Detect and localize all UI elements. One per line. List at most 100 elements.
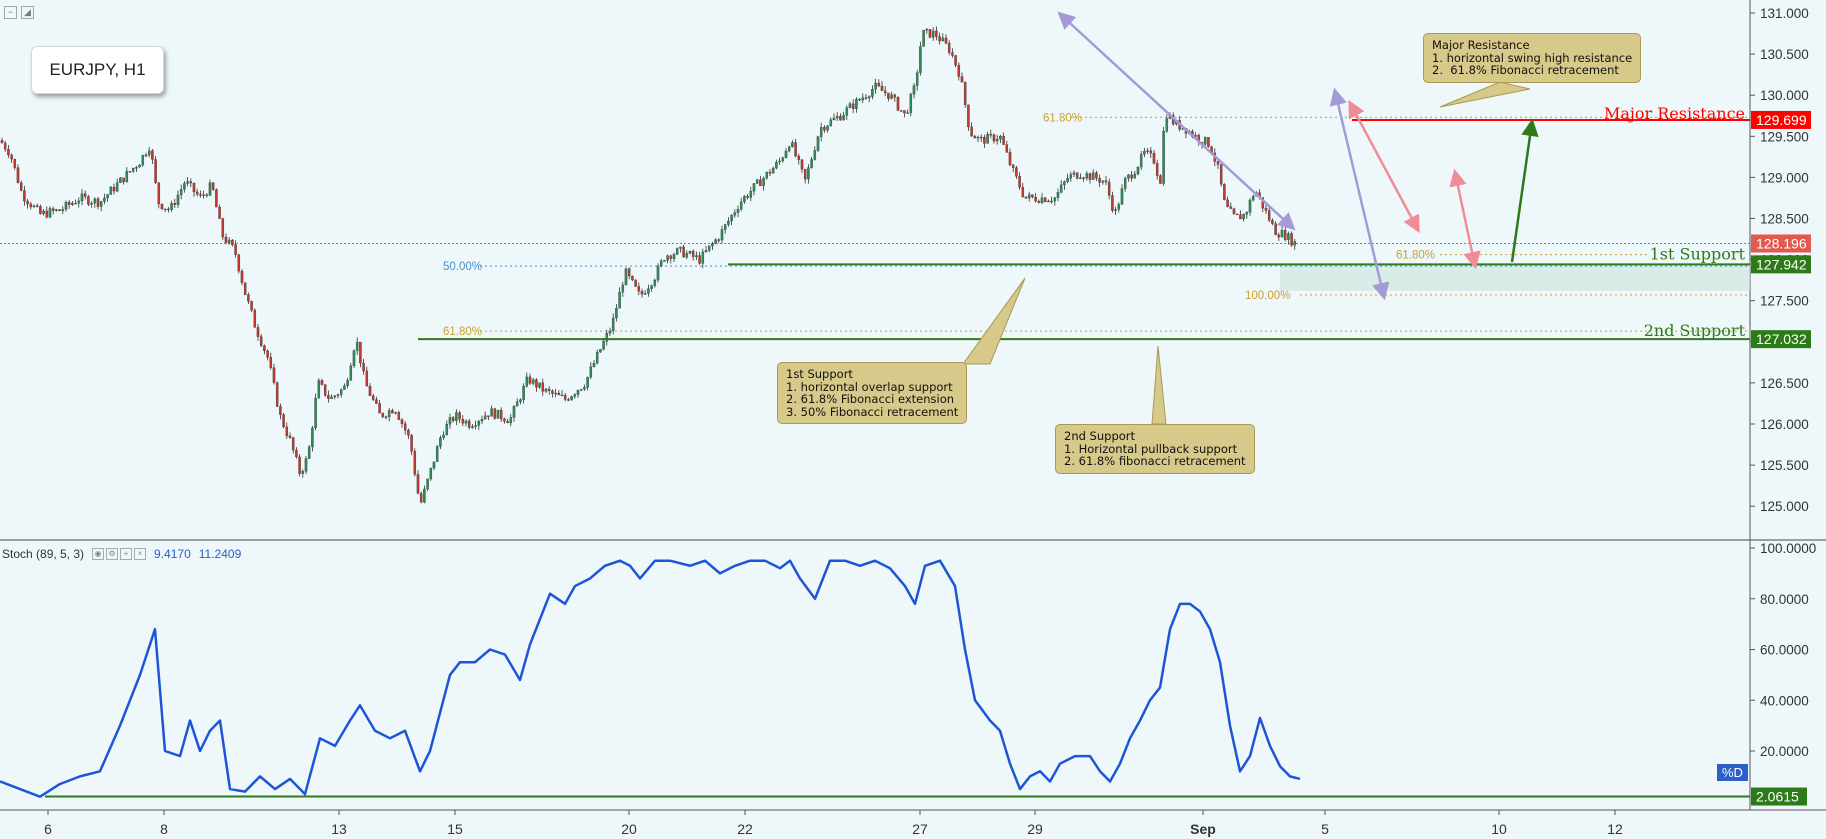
candle-body	[10, 154, 13, 160]
candle-body	[1101, 180, 1105, 183]
candle-body	[352, 350, 356, 367]
candle-body	[845, 107, 849, 116]
candle-body	[551, 390, 554, 394]
candle-body	[992, 134, 996, 142]
candle-body	[925, 29, 929, 31]
candle-body	[240, 270, 244, 283]
candle-body	[778, 160, 781, 163]
candle-body	[26, 200, 29, 205]
candle-body	[211, 182, 215, 190]
candle-body	[1021, 187, 1025, 197]
candle-body	[477, 420, 481, 426]
candle-body	[1290, 233, 1293, 246]
time-tick-label: 8	[160, 821, 168, 837]
candle-body	[1037, 200, 1041, 203]
candle-body	[323, 384, 327, 396]
candle-body	[403, 423, 407, 431]
candle-body	[899, 110, 903, 112]
candle-body	[160, 203, 164, 210]
target-arrow	[1510, 118, 1539, 263]
candle-body	[416, 474, 420, 494]
candle-body	[752, 183, 756, 192]
candle-body	[1277, 234, 1281, 238]
stoch-tick-label: 100.0000	[1760, 541, 1816, 556]
more-icon[interactable]: +	[120, 548, 133, 560]
candle-body	[1066, 178, 1069, 182]
candle-body	[567, 399, 570, 401]
current-price-badge-bg	[1751, 234, 1811, 253]
time-tick-label: Sep	[1190, 821, 1216, 837]
close-icon[interactable]: ×	[134, 548, 147, 560]
candle-body	[851, 103, 855, 109]
candle-body	[432, 461, 436, 469]
candle-body	[637, 286, 641, 292]
candle-body	[986, 133, 989, 144]
candle-body	[365, 370, 369, 387]
candle-body	[355, 341, 359, 351]
candle-body	[378, 403, 381, 414]
expand-icon[interactable]: ◢	[21, 6, 34, 19]
candle-body	[208, 182, 212, 196]
candle-body	[631, 275, 634, 281]
candle-body	[1047, 200, 1050, 203]
eye-icon[interactable]: ◉	[92, 548, 105, 560]
callout-first-support: 1st Support 1. horizontal overlap suppor…	[777, 362, 968, 424]
candle-body	[371, 395, 375, 400]
candle-body	[304, 458, 308, 472]
candle-body	[989, 133, 993, 136]
candle-body	[349, 365, 353, 381]
candle-body	[327, 395, 330, 399]
candle-body	[912, 85, 916, 95]
candle-body	[656, 265, 660, 281]
candle-body	[861, 97, 865, 101]
candle-body	[1245, 212, 1249, 215]
candle-body	[1098, 178, 1101, 183]
candle-body	[448, 417, 452, 425]
candle-body	[317, 380, 321, 399]
stoch-k-value: 9.4170	[154, 547, 191, 561]
candle-body	[109, 186, 113, 195]
pane-controls[interactable]: − ◢	[4, 6, 34, 19]
candle-body	[61, 209, 65, 212]
candle-body	[1040, 197, 1044, 203]
candle-body	[669, 255, 673, 259]
candle-body	[947, 43, 951, 53]
candle-body	[970, 126, 973, 137]
candle-body	[298, 456, 301, 474]
candle-body	[653, 279, 657, 286]
candle-body	[1130, 174, 1133, 179]
candle-body	[362, 362, 365, 372]
candle-body	[1107, 181, 1111, 196]
candle-body	[1283, 230, 1287, 240]
candle-body	[1095, 172, 1098, 179]
candle-body	[829, 119, 833, 127]
candle-body	[880, 85, 884, 91]
candle-body	[1043, 197, 1047, 202]
time-tick-label: 27	[912, 821, 928, 837]
candle-body	[954, 55, 957, 66]
candle-body	[474, 425, 477, 427]
candle-body	[1011, 164, 1015, 168]
collapse-icon[interactable]: −	[4, 6, 17, 19]
candle-body	[746, 196, 749, 198]
candle-body	[544, 388, 548, 392]
candle-body	[487, 415, 490, 417]
candle-body	[336, 394, 340, 396]
candle-body	[154, 159, 157, 183]
stoch-controls[interactable]: ◉ ⚙ + ×	[92, 548, 147, 560]
candle-body	[826, 125, 829, 131]
price-tick-label: 127.500	[1760, 294, 1809, 309]
candle-body	[1085, 173, 1089, 179]
candle-body	[192, 182, 196, 193]
candle-body	[819, 127, 823, 137]
candle-body	[1079, 177, 1082, 179]
candle-body	[515, 401, 519, 407]
candle-body	[237, 254, 241, 272]
candle-body	[999, 135, 1002, 140]
candle-body	[1152, 153, 1156, 164]
settings-icon[interactable]: ⚙	[106, 548, 119, 560]
candle-body	[935, 30, 938, 37]
candle-body	[701, 251, 705, 264]
candle-body	[19, 182, 23, 191]
